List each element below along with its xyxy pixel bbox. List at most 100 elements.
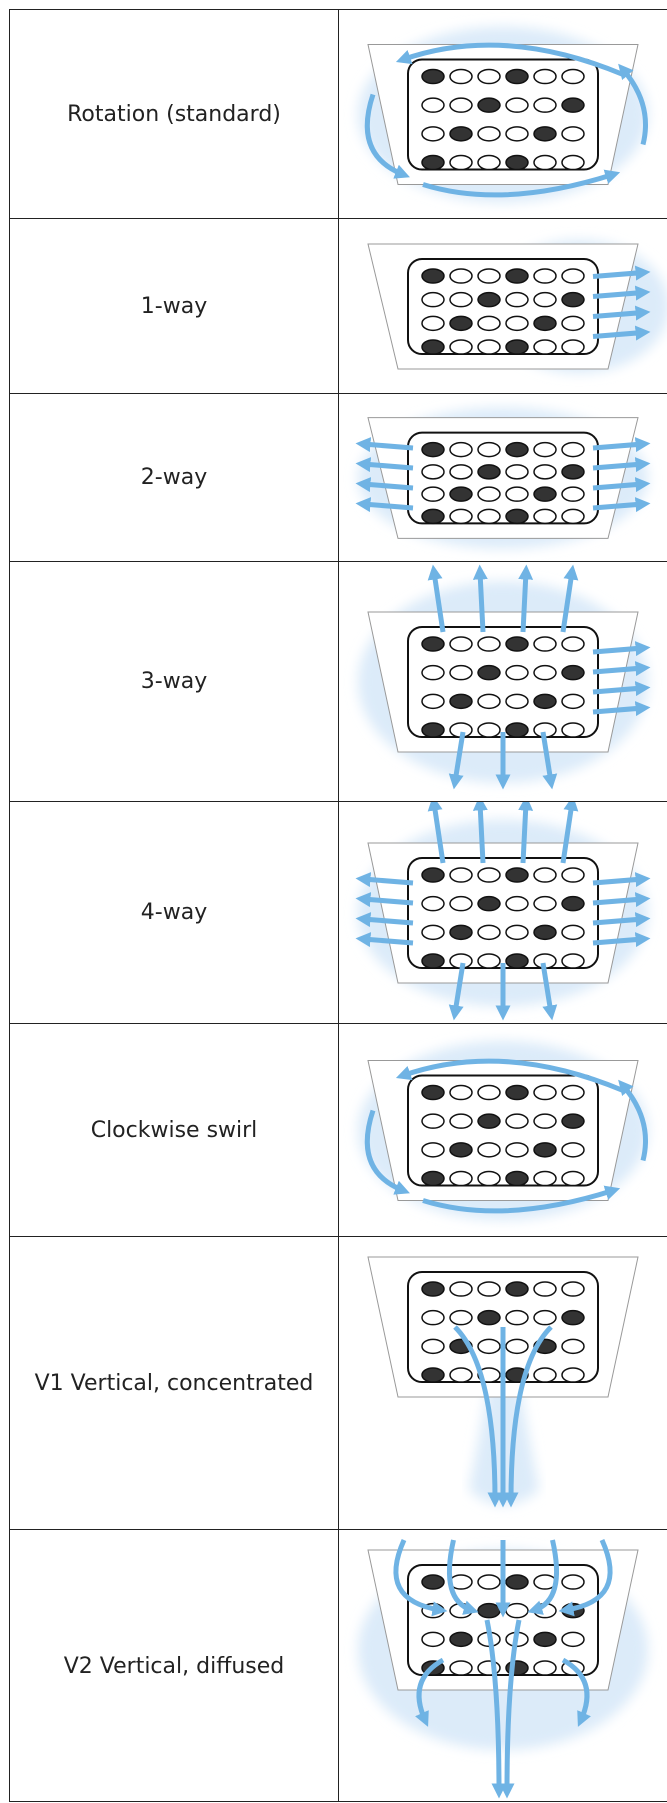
nozzle bbox=[449, 68, 473, 85]
nozzle bbox=[449, 486, 473, 502]
nozzle bbox=[505, 1113, 529, 1129]
nozzle bbox=[477, 291, 501, 308]
nozzle bbox=[477, 953, 501, 969]
airflow-arrow bbox=[355, 477, 414, 493]
airflow-arrow bbox=[592, 497, 651, 513]
nozzle bbox=[477, 97, 501, 113]
airflow-arc bbox=[499, 1619, 522, 1799]
nozzle bbox=[505, 1309, 529, 1326]
airflow-arrow bbox=[592, 701, 651, 717]
table-bottom bbox=[9, 1800, 667, 1803]
airflow-arrow bbox=[448, 731, 466, 790]
nozzle bbox=[477, 1170, 501, 1187]
nozzle bbox=[561, 1631, 585, 1648]
nozzle bbox=[505, 895, 529, 912]
airflow-arrow bbox=[518, 564, 534, 633]
nozzle bbox=[533, 1309, 557, 1326]
airflow-arrow bbox=[355, 872, 414, 888]
airflow-arrow bbox=[560, 802, 579, 864]
airflow-arrow bbox=[472, 564, 488, 633]
nozzle bbox=[561, 268, 585, 284]
airflow-arrow bbox=[592, 912, 651, 928]
nozzle bbox=[505, 722, 529, 738]
nozzle bbox=[561, 315, 585, 332]
nozzle bbox=[477, 1574, 501, 1590]
nozzle bbox=[505, 1574, 529, 1590]
airflow-arrow bbox=[592, 265, 651, 281]
table-row: Clockwise swirl bbox=[9, 1023, 667, 1236]
nozzle bbox=[449, 291, 473, 308]
airflow bbox=[355, 802, 651, 1021]
nozzle bbox=[505, 339, 529, 355]
nozzle bbox=[561, 953, 585, 969]
nozzle bbox=[561, 722, 585, 738]
nozzle bbox=[533, 464, 557, 480]
nozzle bbox=[505, 1338, 529, 1355]
nozzle bbox=[533, 486, 557, 502]
nozzle bbox=[449, 508, 473, 525]
airflow-arrow bbox=[592, 641, 651, 657]
nozzle bbox=[561, 126, 585, 142]
airflow-arc bbox=[364, 93, 410, 179]
airflow-arrow bbox=[540, 962, 558, 1021]
nozzle bbox=[561, 1338, 585, 1355]
nozzle bbox=[505, 636, 529, 652]
nozzle bbox=[421, 126, 445, 142]
nozzle bbox=[561, 154, 585, 171]
nozzle bbox=[449, 1281, 473, 1297]
airflow-arc bbox=[395, 42, 624, 77]
nozzle bbox=[477, 1113, 501, 1129]
nozzle bbox=[421, 693, 445, 710]
nozzle bbox=[421, 664, 445, 681]
nozzle bbox=[477, 693, 501, 710]
airflow-arrow bbox=[540, 731, 558, 790]
nozzle bbox=[449, 315, 473, 332]
nozzle bbox=[505, 693, 529, 710]
nozzle bbox=[533, 867, 557, 883]
table-row: 1-way bbox=[9, 218, 667, 393]
nozzle bbox=[477, 126, 501, 142]
nozzle bbox=[561, 464, 585, 480]
nozzle bbox=[449, 693, 473, 710]
airflow-arc bbox=[395, 1058, 624, 1093]
mode-label: V2 Vertical, diffused bbox=[9, 1530, 339, 1802]
nozzle bbox=[477, 68, 501, 85]
nozzle bbox=[421, 464, 445, 480]
mode-label: Clockwise swirl bbox=[9, 1024, 339, 1236]
table-row: 2-way bbox=[9, 393, 667, 561]
nozzle bbox=[505, 441, 529, 458]
nozzle bbox=[449, 1113, 473, 1129]
nozzle bbox=[477, 441, 501, 458]
nozzle bbox=[421, 339, 445, 355]
nozzle bbox=[477, 722, 501, 738]
nozzle bbox=[561, 97, 585, 113]
nozzle bbox=[449, 126, 473, 142]
nozzle bbox=[449, 154, 473, 171]
nozzle bbox=[561, 1084, 585, 1101]
nozzle bbox=[421, 1170, 445, 1187]
nozzle bbox=[561, 867, 585, 883]
mode-label: 3-way bbox=[9, 562, 339, 801]
nozzle bbox=[477, 1281, 501, 1297]
nozzle bbox=[505, 1170, 529, 1187]
airflow bbox=[393, 1538, 613, 1799]
nozzle bbox=[449, 1309, 473, 1326]
nozzle bbox=[505, 68, 529, 85]
airflow bbox=[355, 437, 651, 513]
nozzle bbox=[477, 1142, 501, 1158]
nozzle bbox=[533, 441, 557, 458]
airflow-arrow bbox=[355, 932, 414, 948]
mode-label: 4-way bbox=[9, 802, 339, 1023]
nozzle bbox=[533, 1142, 557, 1158]
nozzle bbox=[561, 1170, 585, 1187]
mode-label: 2-way bbox=[9, 394, 339, 561]
nozzle bbox=[561, 1367, 585, 1383]
nozzle bbox=[449, 664, 473, 681]
airflow-arc bbox=[422, 169, 621, 198]
nozzle bbox=[449, 464, 473, 480]
nozzle bbox=[421, 722, 445, 738]
nozzle bbox=[561, 924, 585, 941]
nozzle bbox=[449, 636, 473, 652]
nozzle bbox=[477, 508, 501, 525]
airflow-arrow bbox=[518, 802, 534, 864]
